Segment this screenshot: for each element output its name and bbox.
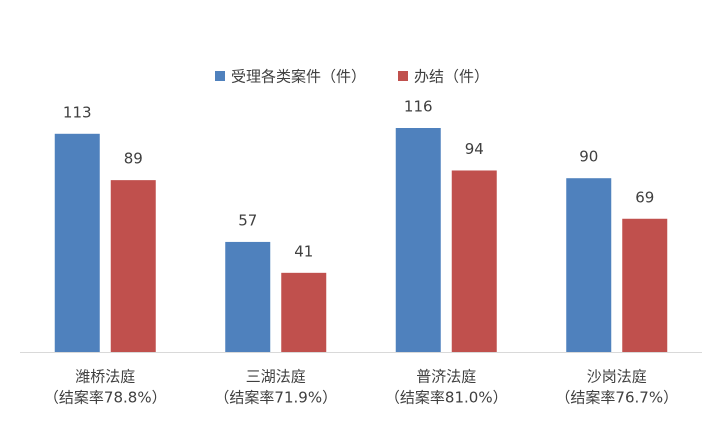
value-label: 89 [124,150,143,168]
x-tick-label: （结案率76.7%） [555,389,678,407]
x-tick-label: 潍桥法庭 [75,368,135,386]
bar [225,241,271,352]
bar [110,180,156,352]
value-label: 57 [238,211,257,229]
x-tick-label: 沙岗法庭 [587,368,647,386]
bar [395,128,441,352]
value-label: 116 [404,98,433,116]
x-tick-label: （结案率71.9%） [214,389,337,407]
x-tick-label: 普济法庭 [416,368,476,386]
bar [54,133,100,352]
value-label: 113 [63,103,92,121]
value-label: 94 [465,140,484,158]
legend-swatch [398,71,408,81]
legend-swatch [215,71,225,81]
legend-label: 受理各类案件（件） [231,68,366,86]
value-label: 69 [635,188,654,206]
x-tick-label: （结案率81.0%） [385,389,508,407]
bar [451,170,497,352]
bar [281,272,327,352]
x-tick-label: 三湖法庭 [246,368,306,386]
x-tick-label: （结案率78.8%） [44,389,167,407]
bar [622,218,668,352]
value-label: 41 [294,242,313,260]
bar [566,178,612,352]
value-label: 90 [579,148,598,166]
legend-label: 办结（件） [414,68,489,86]
